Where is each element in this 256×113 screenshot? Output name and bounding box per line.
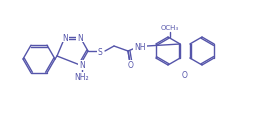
Text: NH: NH [134,42,146,51]
Text: S: S [98,47,102,56]
Text: O: O [182,70,188,79]
Text: O: O [128,61,134,70]
Text: N: N [77,33,83,42]
Text: OCH₃: OCH₃ [161,25,179,31]
Text: N: N [62,33,68,42]
Text: N: N [79,61,85,70]
Text: NH₂: NH₂ [75,73,89,82]
